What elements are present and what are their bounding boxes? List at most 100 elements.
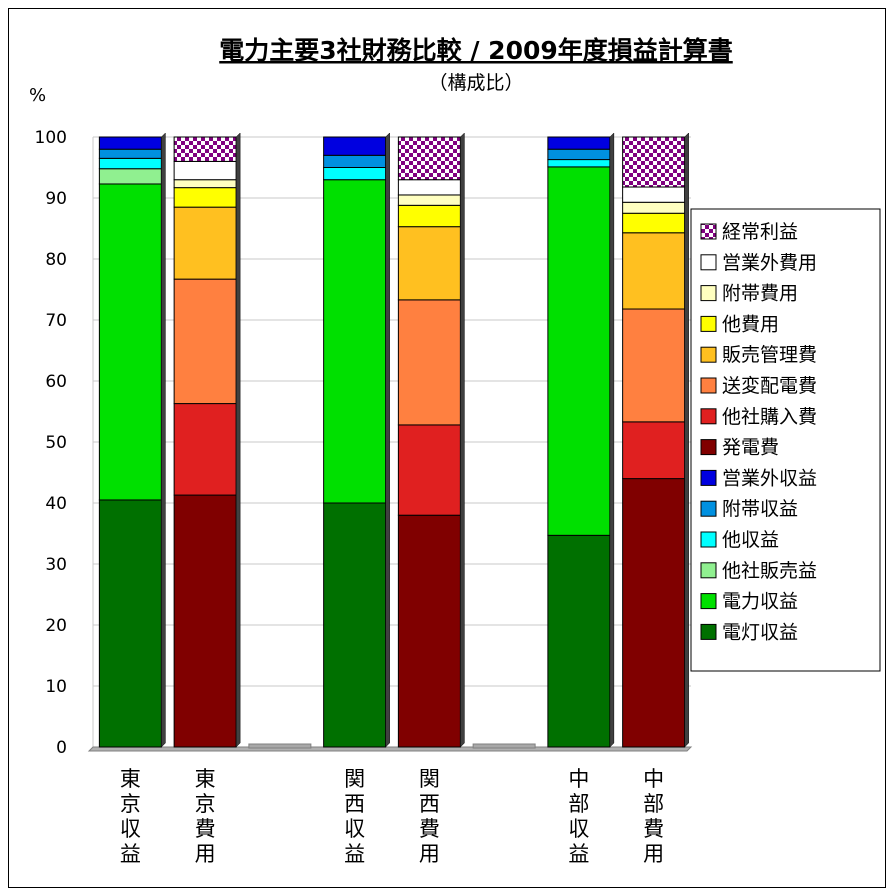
legend-swatch (700, 439, 717, 456)
x-tick-label: 用 (643, 842, 664, 866)
y-axis-unit: % (29, 85, 46, 106)
bar-segment (622, 232, 686, 310)
x-tick-label: 関 (419, 767, 440, 791)
bar-segment (547, 148, 611, 161)
bar-segment (173, 403, 237, 496)
x-tick-label: 収 (344, 817, 365, 841)
y-tick-label: 20 (45, 616, 67, 636)
bar-side (235, 132, 241, 748)
bar-segment (397, 136, 461, 181)
gap-floor (472, 743, 536, 749)
legend-swatch (700, 285, 717, 302)
x-tick-label: 費 (195, 817, 216, 841)
x-tick-label: 関 (344, 767, 365, 791)
legend-label: 附帯費用 (722, 283, 798, 305)
x-tick-label: 東 (195, 767, 216, 791)
y-axis-ticks: 0 10 20 30 40 50 60 70 80 90 100 (35, 128, 67, 758)
legend-label: 附帯収益 (722, 498, 798, 520)
bar-segment (173, 494, 237, 748)
legend-swatch (700, 254, 717, 271)
y-tick-label: 10 (45, 677, 67, 697)
x-tick-label: 西 (344, 792, 365, 816)
bar-stack (622, 132, 689, 748)
bar-segment (622, 201, 686, 214)
legend-label: 電力収益 (722, 591, 798, 613)
bar-segment (622, 421, 686, 480)
legend-swatch (700, 469, 717, 486)
bar-side (684, 132, 689, 748)
bar-segment (397, 226, 461, 301)
x-tick-label: 用 (195, 842, 216, 866)
bar-segment (622, 308, 686, 423)
y-tick-label: 0 (56, 738, 67, 758)
bar-segment (323, 179, 387, 504)
bar-stack (397, 132, 465, 748)
bar-segment (397, 204, 461, 228)
x-tick-label: 益 (120, 842, 141, 866)
x-tick-label: 中 (643, 767, 664, 791)
legend-label: 電灯収益 (722, 621, 798, 643)
legend-box (690, 208, 881, 672)
x-tick-label: 収 (568, 817, 589, 841)
chart-frame: 電力主要3社財務比較 / 2009年度損益計算書 （構成比） % 0 10 20 30… (8, 8, 886, 888)
legend-swatch (700, 346, 717, 363)
x-tick-label: 費 (643, 817, 664, 841)
chart-floor (87, 743, 693, 752)
bar-segment (397, 179, 461, 196)
bar-stack (98, 132, 166, 748)
y-tick-label: 70 (45, 311, 67, 331)
x-tick-label: 費 (419, 817, 440, 841)
legend-swatch (700, 593, 717, 610)
bar-segment (323, 167, 387, 181)
legend-label: 発電費 (722, 437, 779, 459)
bar-segment (98, 499, 162, 748)
y-tick-label: 80 (45, 250, 67, 270)
bar-segment (323, 502, 387, 748)
x-tick-label: 部 (643, 792, 664, 816)
y-tick-label: 100 (35, 128, 67, 148)
x-tick-label: 収 (120, 817, 141, 841)
bar-side (161, 132, 166, 748)
bar-segment (323, 154, 387, 169)
legend-label: 営業外費用 (722, 252, 817, 274)
y-tick-label: 40 (45, 494, 67, 514)
bar-segment (173, 179, 237, 189)
chart-subtitle: （構成比） (428, 72, 523, 94)
legend: 経常利益営業外費用附帯費用他費用販売管理費送変配電費他社購入費発電費営業外収益附… (690, 208, 881, 672)
bar-segment (622, 186, 686, 203)
legend-label: 他収益 (722, 529, 779, 551)
bar-segment (98, 168, 162, 185)
bar-segment (547, 534, 611, 748)
legend-label: 他費用 (722, 313, 779, 335)
bar-segment (173, 160, 237, 181)
legend-label: 営業外収益 (722, 467, 817, 489)
x-tick-label: 用 (419, 842, 440, 866)
y-tick-label: 90 (45, 189, 67, 209)
x-tick-label: 京 (195, 792, 216, 816)
chart-title: 電力主要3社財務比較 / 2009年度損益計算書 (219, 36, 733, 65)
bar-segment (547, 166, 611, 536)
x-tick-label: 中 (568, 767, 589, 791)
bar-segment (98, 183, 162, 501)
legend-label: 他社販売益 (722, 560, 817, 582)
legend-swatch (700, 315, 717, 332)
bar-segment (98, 157, 162, 170)
legend-label: 送変配電費 (722, 375, 817, 397)
legend-swatch (700, 223, 717, 240)
y-tick-label: 30 (45, 555, 67, 575)
bar-segment (397, 514, 461, 748)
bar-segment (173, 206, 237, 280)
bar-segment (173, 136, 237, 162)
bar-segment (323, 136, 387, 156)
stacked-bar-chart: 電力主要3社財務比較 / 2009年度損益計算書 （構成比） % 0 10 20 30… (29, 36, 881, 866)
bar-segment (547, 136, 611, 150)
bar-stack (173, 132, 241, 748)
x-tick-label: 西 (419, 792, 440, 816)
bar-segment (622, 478, 686, 748)
y-tick-label: 60 (45, 372, 67, 392)
x-tick-label: 益 (568, 842, 589, 866)
bar-side (385, 132, 390, 748)
bar-segment (173, 278, 237, 405)
x-tick-label: 京 (120, 792, 141, 816)
